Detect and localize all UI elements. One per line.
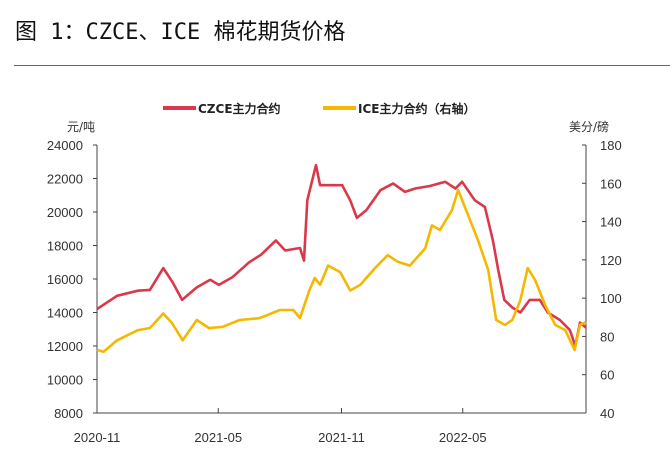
right-tick-label: 100 [600,291,622,306]
right-tick-label: 60 [600,368,614,383]
right-tick-label: 40 [600,406,614,421]
series-line-ice [96,188,587,354]
left-tick-label: 16000 [47,272,83,287]
right-tick-label: 120 [600,253,622,268]
left-tick-label: 24000 [47,138,83,153]
legend-label: CZCE主力合约 [198,101,281,116]
figure-title: 图 1：CZCE、ICE 棉花期货价格 [15,20,346,45]
legend-label: ICE主力合约（右轴） [358,101,475,116]
left-tick-label: 8000 [54,406,83,421]
title-divider [14,65,670,66]
right-tick-label: 180 [600,138,622,153]
x-tick-label: 2021-11 [318,430,365,445]
right-tick-label: 80 [600,329,614,344]
right-tick-label: 160 [600,176,622,191]
x-tick-label: 2022-05 [439,430,487,445]
series-line-czce [96,163,587,348]
left-tick-label: 18000 [47,239,83,254]
left-tick-label: 14000 [47,306,83,321]
right-tick-label: 140 [600,215,622,230]
left-tick-label: 22000 [47,172,83,187]
x-tick-label: 2020-11 [74,430,121,445]
left-axis-unit: 元/吨 [67,120,95,134]
left-tick-label: 10000 [47,373,83,388]
left-tick-label: 12000 [47,339,83,354]
x-tick-label: 2021-05 [194,430,242,445]
left-tick-label: 20000 [47,205,83,220]
right-axis-unit: 美分/磅 [569,119,609,134]
